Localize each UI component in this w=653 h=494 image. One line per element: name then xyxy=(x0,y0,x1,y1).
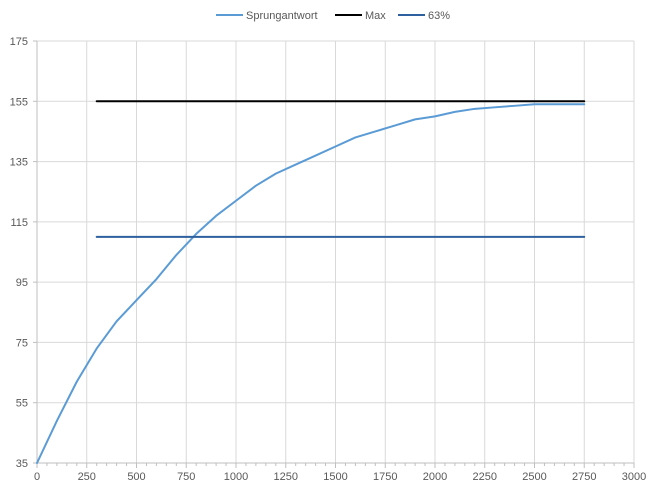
legend: Sprungantwort Max 63% xyxy=(216,10,450,22)
y-tick-label: 55 xyxy=(16,398,28,410)
y-tick-label: 115 xyxy=(10,217,28,229)
y-tick-label: 155 xyxy=(10,96,28,108)
x-tick-label: 2000 xyxy=(423,471,447,483)
series-line-sprungantwort xyxy=(36,103,586,464)
x-tick-label: 500 xyxy=(127,471,145,483)
series-layer xyxy=(36,100,586,464)
x-tick-label: 3000 xyxy=(622,471,646,483)
y-tick-label: 175 xyxy=(10,36,28,48)
x-tick-label: 250 xyxy=(78,471,96,483)
legend-item-sprungantwort: Sprungantwort xyxy=(216,10,318,22)
legend-label-sprungantwort: Sprungantwort xyxy=(246,10,318,22)
x-tick-label: 1500 xyxy=(323,471,347,483)
x-tick-label: 2500 xyxy=(522,471,546,483)
y-tick-label: 95 xyxy=(16,277,28,289)
x-tick-label: 1750 xyxy=(373,471,397,483)
tick-labels: 0 250 500 750 1000 1250 1500 1750 2000 2250 2500 27… xyxy=(10,36,647,483)
x-tick-label: 2750 xyxy=(572,471,596,483)
x-tick-label: 2250 xyxy=(473,471,497,483)
x-tick-label: 1000 xyxy=(224,471,248,483)
y-tick-label: 75 xyxy=(16,337,28,349)
legend-label-max: Max xyxy=(365,10,386,22)
x-tick-label: 0 xyxy=(34,471,40,483)
y-tick-label: 135 xyxy=(10,157,28,169)
legend-item-max: Max xyxy=(335,10,386,22)
y-tick-label: 35 xyxy=(16,458,28,470)
axes xyxy=(33,40,635,468)
legend-item-63-percent: 63% xyxy=(398,10,450,22)
x-tick-label: 1250 xyxy=(274,471,298,483)
x-tick-label: 750 xyxy=(177,471,195,483)
legend-label-63-percent: 63% xyxy=(428,10,450,22)
